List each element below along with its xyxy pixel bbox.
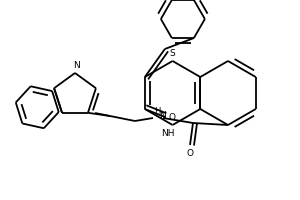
Text: O: O: [187, 148, 194, 158]
Text: O: O: [168, 112, 175, 121]
Text: N: N: [159, 110, 165, 119]
Text: NH: NH: [161, 129, 174, 138]
Text: N: N: [73, 60, 80, 70]
Text: S: S: [170, 48, 176, 58]
Text: H: H: [154, 106, 160, 116]
